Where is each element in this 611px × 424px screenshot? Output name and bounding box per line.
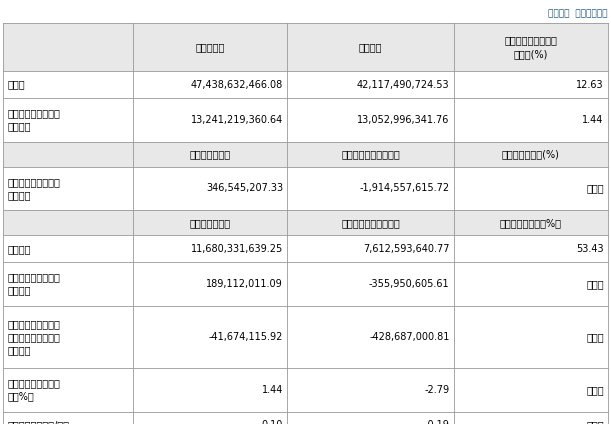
Text: 7,612,593,640.77: 7,612,593,640.77 <box>363 244 450 254</box>
Text: 归属于上市公司股东
的扣除非经常性损益
的净利润: 归属于上市公司股东 的扣除非经常性损益 的净利润 <box>7 319 60 355</box>
Text: 单位：元  币种：人民币: 单位：元 币种：人民币 <box>549 9 608 18</box>
Text: 不适用: 不适用 <box>586 385 604 395</box>
Text: 11,680,331,639.25: 11,680,331,639.25 <box>191 244 283 254</box>
Text: 基本每股收益（元/股）: 基本每股收益（元/股） <box>7 420 69 424</box>
Text: 12.63: 12.63 <box>576 80 604 89</box>
Text: 归属于上市公司股东
的净利润: 归属于上市公司股东 的净利润 <box>7 273 60 296</box>
Text: -1,914,557,615.72: -1,914,557,615.72 <box>359 184 450 193</box>
Text: 53.43: 53.43 <box>576 244 604 254</box>
Text: -428,687,000.81: -428,687,000.81 <box>369 332 450 342</box>
Text: 13,241,219,360.64: 13,241,219,360.64 <box>191 115 283 125</box>
Text: 0.10: 0.10 <box>262 420 283 424</box>
Text: 比上年同期增减（%）: 比上年同期增减（%） <box>500 218 562 228</box>
Text: 归属于上市公司股东
的净资产: 归属于上市公司股东 的净资产 <box>7 108 60 131</box>
Text: 不适用: 不适用 <box>586 420 604 424</box>
Text: -41,674,115.92: -41,674,115.92 <box>209 332 283 342</box>
Text: 上年度末: 上年度末 <box>359 42 382 52</box>
Text: -355,950,605.61: -355,950,605.61 <box>369 279 450 289</box>
Text: -2.79: -2.79 <box>424 385 450 395</box>
Text: 上年初至上年报告期末: 上年初至上年报告期末 <box>341 149 400 159</box>
Bar <box>3 23 608 71</box>
Text: 13,052,996,341.76: 13,052,996,341.76 <box>357 115 450 125</box>
Text: 47,438,632,466.08: 47,438,632,466.08 <box>191 80 283 89</box>
Text: 不适用: 不适用 <box>586 184 604 193</box>
Text: 年初至报告期末: 年初至报告期末 <box>189 218 231 228</box>
Text: 比上年同期增减(%): 比上年同期增减(%) <box>502 149 560 159</box>
Text: 营业收入: 营业收入 <box>7 244 31 254</box>
Text: 经营活动产生的现金
流量净额: 经营活动产生的现金 流量净额 <box>7 177 60 200</box>
Bar <box>3 142 608 167</box>
Text: -0.19: -0.19 <box>425 420 450 424</box>
Text: 不适用: 不适用 <box>586 279 604 289</box>
Text: 42,117,490,724.53: 42,117,490,724.53 <box>357 80 450 89</box>
Text: 年初至报告期末: 年初至报告期末 <box>189 149 231 159</box>
Text: 346,545,207.33: 346,545,207.33 <box>206 184 283 193</box>
Text: 上年初至上年报告期末: 上年初至上年报告期末 <box>341 218 400 228</box>
Text: 1.44: 1.44 <box>582 115 604 125</box>
Text: 189,112,011.09: 189,112,011.09 <box>207 279 283 289</box>
Text: 本报告期末比上年度
末增减(%): 本报告期末比上年度 末增减(%) <box>505 36 557 59</box>
Text: 加权平均净资产收益
率（%）: 加权平均净资产收益 率（%） <box>7 378 60 402</box>
Bar <box>3 210 608 235</box>
Text: 总资产: 总资产 <box>7 80 25 89</box>
Text: 本报告期末: 本报告期末 <box>196 42 225 52</box>
Text: 1.44: 1.44 <box>262 385 283 395</box>
Text: 不适用: 不适用 <box>586 332 604 342</box>
